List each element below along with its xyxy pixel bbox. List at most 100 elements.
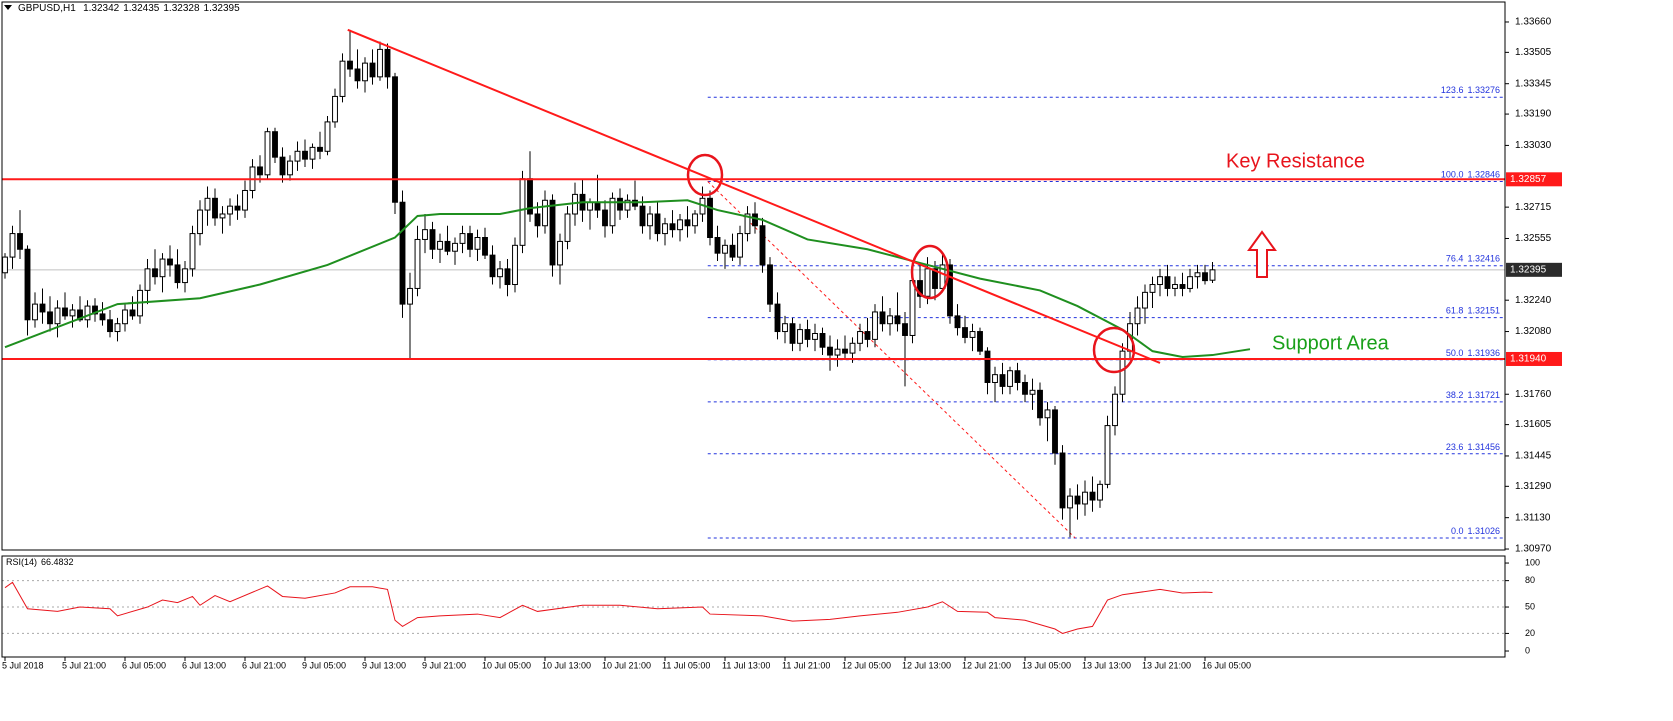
- header-value: GBPUSD,H1: [18, 3, 76, 14]
- candle-body: [947, 264, 953, 317]
- candle-body: [167, 258, 173, 266]
- fib-level-label: 100.0 1.32846: [1441, 170, 1500, 180]
- candle-body: [857, 331, 863, 344]
- fib-level-label: 38.2 1.31721: [1446, 390, 1500, 400]
- candle-body: [54, 307, 61, 325]
- candle-body: [1134, 307, 1141, 325]
- candle-body: [1052, 409, 1058, 454]
- fib-level-ratio: 123.6: [1441, 86, 1464, 96]
- candle-body: [2, 256, 8, 274]
- header-value: 1.32435: [123, 3, 160, 14]
- candle-body: [767, 264, 773, 305]
- candle-body: [977, 331, 983, 352]
- candle-body: [197, 209, 203, 235]
- x-tick-label: 11 Jul 13:00: [722, 660, 770, 670]
- candle-body: [917, 280, 923, 297]
- fib-level-price: 1.32416: [1467, 254, 1500, 264]
- candle-body: [984, 350, 991, 383]
- rsi-tick-label: 50: [1525, 601, 1535, 611]
- candle-body: [227, 205, 233, 215]
- candle-body: [654, 213, 661, 235]
- candle-body: [362, 62, 368, 82]
- candle-body: [62, 307, 68, 317]
- header-value: RSI(14): [6, 557, 37, 567]
- candle-body: [212, 197, 218, 219]
- x-tick-label: 10 Jul 05:00: [482, 660, 531, 670]
- candle-body: [24, 248, 31, 321]
- candle-body: [1037, 389, 1043, 419]
- candle-body: [414, 238, 421, 289]
- x-tick-label: 13 Jul 05:00: [1022, 660, 1071, 670]
- candle-body: [1089, 491, 1096, 501]
- candle-body: [812, 333, 818, 340]
- fib-level-ratio: 100.0: [1441, 170, 1464, 180]
- candle-body: [639, 205, 646, 227]
- y-tick-label: 1.33345: [1515, 78, 1552, 89]
- candle-body: [174, 264, 181, 284]
- x-tick-label: 6 Jul 13:00: [182, 660, 226, 670]
- candle-body: [272, 131, 278, 158]
- candle-body: [849, 342, 856, 354]
- fib-level-price: 1.31936: [1467, 348, 1500, 358]
- candle-body: [512, 244, 518, 286]
- candle-body: [549, 199, 556, 266]
- rsi-line: [4, 581, 1213, 634]
- candle-body: [1097, 483, 1103, 501]
- candle-body: [452, 242, 458, 252]
- candle-body: [684, 219, 691, 227]
- highlight-circle: [910, 244, 950, 300]
- candle-body: [1074, 495, 1081, 505]
- candle-body: [129, 309, 136, 317]
- candle-body: [47, 311, 53, 325]
- price-label: 1.31940: [1510, 354, 1547, 365]
- x-tick-label: 13 Jul 21:00: [1142, 660, 1191, 670]
- rsi-header: RSI(14) 66.4832: [6, 557, 74, 567]
- candle-body: [1202, 272, 1208, 282]
- candle-body: [729, 244, 736, 258]
- candle-body: [1187, 276, 1193, 289]
- candle-body: [602, 209, 608, 227]
- candle-body: [384, 48, 391, 78]
- candle-body: [17, 233, 23, 250]
- fib-level-price: 1.31721: [1467, 390, 1500, 400]
- candle-body: [864, 331, 871, 340]
- fib-level-ratio: 23.6: [1446, 442, 1464, 452]
- candle-body: [294, 150, 301, 162]
- candle-body: [1157, 276, 1163, 286]
- fib-level-price: 1.31026: [1467, 526, 1500, 536]
- candle-body: [692, 213, 698, 227]
- candle-body: [152, 268, 158, 278]
- candle-body: [182, 268, 188, 284]
- x-tick-label: 6 Jul 05:00: [122, 660, 166, 670]
- candle-body: [324, 121, 331, 152]
- candle-body: [107, 319, 113, 333]
- price-label: 1.32857: [1510, 174, 1547, 185]
- candle-body: [392, 76, 398, 203]
- header-value: 1.32395: [204, 3, 241, 14]
- candle-body: [369, 62, 376, 78]
- candle-body: [1149, 284, 1156, 293]
- candle-body: [317, 146, 323, 152]
- candle-body: [924, 268, 931, 297]
- candle-body: [834, 348, 841, 356]
- rsi-panel-frame: [1, 555, 1506, 658]
- y-tick-label: 1.33660: [1515, 17, 1552, 28]
- x-tick-label: 5 Jul 2018: [2, 660, 44, 670]
- x-tick-label: 5 Jul 21:00: [62, 660, 106, 670]
- candle-body: [542, 199, 548, 227]
- candle-body: [1194, 272, 1201, 278]
- candle-body: [962, 327, 968, 338]
- candle-body: [32, 303, 38, 321]
- highlight-circle: [1092, 326, 1136, 374]
- candle-body: [759, 225, 766, 266]
- candle-body: [744, 213, 751, 235]
- candle-body: [459, 233, 466, 244]
- candle-body: [302, 150, 308, 160]
- candle-body: [797, 329, 803, 344]
- highlight-circle: [686, 153, 724, 197]
- candle-body: [677, 219, 683, 231]
- candle-body: [624, 199, 631, 211]
- candle-body: [242, 189, 248, 211]
- candle-body: [122, 309, 128, 325]
